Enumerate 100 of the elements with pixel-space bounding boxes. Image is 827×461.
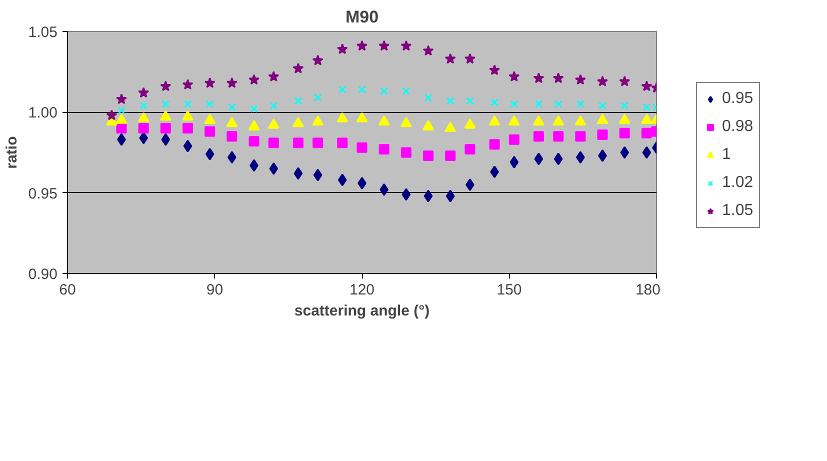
point <box>400 116 412 128</box>
point <box>444 53 456 64</box>
point <box>312 54 324 66</box>
point <box>508 134 520 145</box>
point <box>424 190 433 202</box>
point <box>116 114 128 124</box>
point <box>313 168 322 182</box>
point <box>270 102 278 110</box>
point <box>620 146 630 159</box>
point <box>532 115 544 126</box>
legend-label: 1.05 <box>722 202 754 220</box>
point <box>642 146 652 159</box>
point <box>510 100 518 108</box>
point <box>338 174 347 186</box>
point <box>160 110 172 121</box>
point <box>620 102 629 110</box>
point <box>444 122 456 132</box>
point <box>118 106 126 114</box>
point <box>641 128 652 138</box>
y-tick-label: 1.00 <box>28 104 58 122</box>
point <box>160 123 171 134</box>
point <box>574 74 586 85</box>
point <box>312 115 324 126</box>
point <box>400 147 412 158</box>
point <box>554 100 562 108</box>
point <box>402 188 411 201</box>
point <box>618 114 630 124</box>
point <box>552 115 564 126</box>
point <box>356 142 368 153</box>
point <box>268 118 280 129</box>
point <box>464 53 476 64</box>
point <box>508 115 520 126</box>
legend-label: 0.98 <box>722 118 754 136</box>
point <box>204 77 216 88</box>
point <box>206 100 214 108</box>
point <box>490 98 498 106</box>
point <box>226 77 238 88</box>
point <box>248 136 260 146</box>
x-axis-title: scattering angle (°) <box>294 302 430 320</box>
point <box>508 70 520 82</box>
legend-label: 1 <box>722 146 732 164</box>
point <box>598 102 606 110</box>
point <box>466 96 474 105</box>
point <box>292 116 304 128</box>
point <box>138 87 150 98</box>
point <box>534 100 543 108</box>
y-axis-title: ratio <box>3 136 20 169</box>
point <box>641 80 652 92</box>
point <box>378 115 390 126</box>
point <box>378 144 390 155</box>
point <box>338 86 346 94</box>
point <box>489 64 500 76</box>
point <box>619 128 630 138</box>
point <box>116 123 127 134</box>
point <box>248 74 260 85</box>
point <box>312 138 324 148</box>
point <box>138 112 150 122</box>
point <box>314 94 322 102</box>
point <box>424 94 432 102</box>
point <box>489 139 500 150</box>
point <box>597 76 608 86</box>
y-tick-label: 0.90 <box>28 266 58 283</box>
point <box>446 190 455 202</box>
point <box>422 45 434 56</box>
point <box>378 40 390 51</box>
point <box>268 138 279 148</box>
point <box>116 94 127 104</box>
point <box>162 100 170 108</box>
point <box>553 131 564 142</box>
chart-title: M90 <box>345 8 379 26</box>
point <box>358 86 366 94</box>
point <box>204 126 216 137</box>
point <box>445 150 456 161</box>
point <box>268 70 280 82</box>
point <box>226 131 238 142</box>
point <box>554 152 563 166</box>
point <box>533 131 544 142</box>
point <box>182 78 194 90</box>
point <box>140 102 148 110</box>
point <box>294 96 302 105</box>
point <box>640 114 652 124</box>
point <box>597 130 608 140</box>
point <box>292 62 304 74</box>
point <box>533 72 544 84</box>
x-tick-label: 90 <box>206 282 224 298</box>
point <box>574 115 586 126</box>
point <box>380 87 388 96</box>
point <box>356 112 368 122</box>
point <box>552 72 564 84</box>
point <box>464 118 476 129</box>
point <box>619 76 630 86</box>
point <box>248 120 260 130</box>
point <box>182 123 194 134</box>
point <box>510 156 519 168</box>
point <box>446 96 454 105</box>
point <box>161 133 170 146</box>
legend-label: 1.02 <box>722 174 754 192</box>
point <box>423 150 434 161</box>
point <box>596 114 608 124</box>
point <box>402 87 410 96</box>
